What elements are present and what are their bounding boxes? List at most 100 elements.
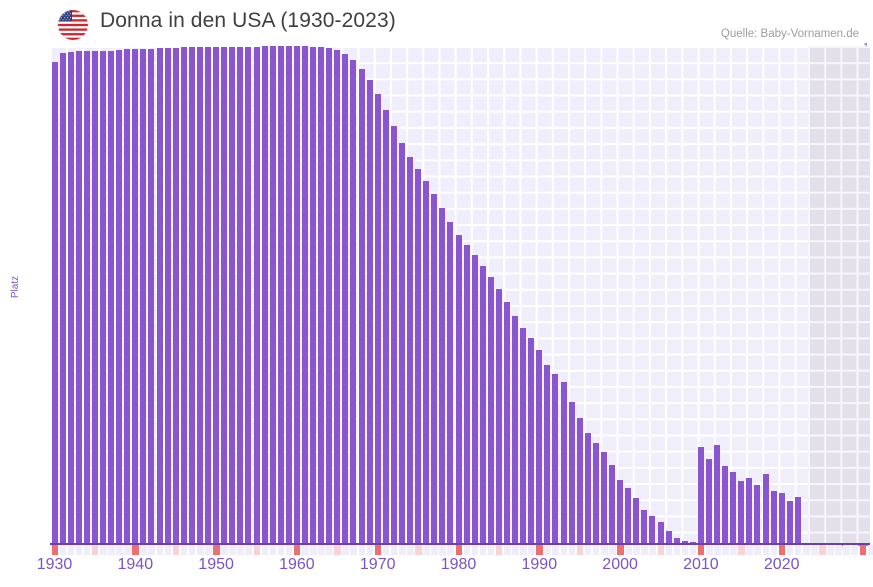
bar[interactable] [487, 277, 494, 543]
bar[interactable] [447, 222, 454, 543]
bar[interactable] [673, 538, 680, 543]
bar[interactable] [124, 49, 131, 543]
bar[interactable] [164, 48, 171, 543]
bar[interactable] [439, 208, 446, 543]
bar[interactable] [318, 47, 325, 543]
bar[interactable] [520, 328, 527, 543]
bar[interactable] [99, 51, 106, 543]
x-axis-band-cell [67, 545, 75, 555]
bar[interactable] [762, 474, 769, 543]
bar[interactable] [213, 47, 220, 543]
bar[interactable] [584, 433, 591, 543]
bar[interactable] [633, 498, 640, 543]
bar[interactable] [617, 480, 624, 543]
bar[interactable] [681, 541, 688, 543]
bar[interactable] [172, 48, 179, 543]
bar[interactable] [221, 47, 228, 543]
bar[interactable] [471, 255, 478, 543]
bar[interactable] [730, 472, 737, 543]
bar[interactable] [544, 365, 551, 543]
bar[interactable] [592, 443, 599, 543]
bar[interactable] [293, 46, 300, 543]
bar[interactable] [609, 465, 616, 543]
bar[interactable] [455, 235, 462, 543]
bar[interactable] [245, 47, 252, 543]
bar[interactable] [366, 80, 373, 543]
bar[interactable] [770, 491, 777, 543]
bar[interactable] [285, 46, 292, 543]
bar[interactable] [382, 110, 389, 543]
bar[interactable] [261, 46, 268, 543]
bar[interactable] [390, 126, 397, 543]
bar[interactable] [253, 47, 260, 543]
bar[interactable] [83, 51, 90, 543]
bar[interactable] [269, 46, 276, 543]
x-axis-band-cell [156, 545, 164, 555]
bar[interactable] [237, 47, 244, 543]
bar[interactable] [148, 49, 155, 543]
bar[interactable] [398, 143, 405, 543]
bar[interactable] [746, 478, 753, 543]
bar[interactable] [310, 47, 317, 543]
bar[interactable] [503, 302, 510, 543]
bar[interactable] [91, 51, 98, 543]
x-axis-band-cell [261, 545, 269, 555]
bar[interactable] [334, 50, 341, 543]
bar[interactable] [568, 402, 575, 543]
bar[interactable] [778, 493, 785, 543]
bar[interactable] [738, 481, 745, 543]
bar[interactable] [431, 194, 438, 543]
bar[interactable] [277, 46, 284, 543]
bar[interactable] [374, 94, 381, 543]
bar[interactable] [196, 47, 203, 543]
bar[interactable] [705, 459, 712, 543]
bar[interactable] [552, 374, 559, 543]
x-axis-band-cell [91, 545, 99, 555]
bar[interactable] [229, 47, 236, 543]
bar[interactable] [415, 169, 422, 543]
bar[interactable] [188, 47, 195, 543]
bar[interactable] [407, 157, 414, 543]
bar[interactable] [689, 542, 696, 543]
bar[interactable] [794, 497, 801, 543]
bar[interactable] [59, 53, 66, 543]
bar[interactable] [665, 531, 672, 543]
bar[interactable] [301, 46, 308, 543]
bar[interactable] [463, 245, 470, 543]
bar[interactable] [536, 350, 543, 543]
bar[interactable] [657, 522, 664, 543]
bar[interactable] [132, 49, 139, 543]
x-axis-band-cell [592, 545, 600, 555]
bar[interactable] [205, 47, 212, 543]
bar[interactable] [697, 447, 704, 543]
bar[interactable] [641, 510, 648, 543]
bar[interactable] [75, 51, 82, 543]
bar[interactable] [722, 466, 729, 543]
bar[interactable] [423, 181, 430, 543]
bar[interactable] [560, 382, 567, 543]
bar[interactable] [342, 54, 349, 543]
bar[interactable] [156, 48, 163, 543]
bar[interactable] [625, 488, 632, 543]
bar[interactable] [649, 516, 656, 543]
bar[interactable] [108, 51, 115, 543]
bar[interactable] [495, 289, 502, 543]
x-axis-band-cell [633, 545, 640, 555]
bar[interactable] [714, 445, 721, 543]
bar[interactable] [576, 418, 583, 543]
bar[interactable] [67, 52, 74, 543]
bar[interactable] [512, 316, 519, 543]
bar[interactable] [479, 266, 486, 543]
bar[interactable] [51, 62, 58, 543]
bar[interactable] [350, 60, 357, 543]
bar[interactable] [786, 501, 793, 543]
bar[interactable] [754, 485, 761, 543]
bar[interactable] [140, 49, 147, 543]
bar[interactable] [528, 338, 535, 543]
bar[interactable] [180, 47, 187, 543]
bar[interactable] [326, 48, 333, 543]
bar[interactable] [116, 50, 123, 543]
x-axis-band-cell [108, 545, 115, 555]
bar[interactable] [358, 69, 365, 543]
bar[interactable] [600, 452, 607, 543]
